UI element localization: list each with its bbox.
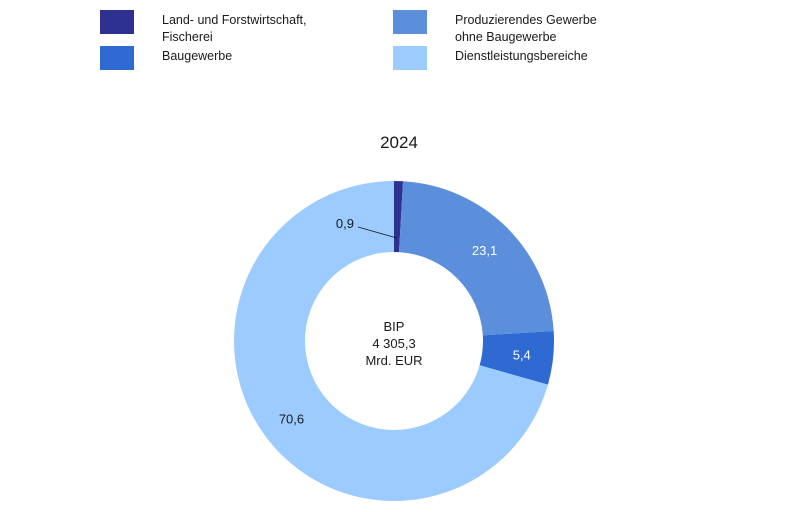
chart-title: 2024 [380, 133, 418, 152]
legend-label-land-forst: Land- und Forstwirtschaft, Fischerei [162, 13, 307, 44]
center-label-unit: Mrd. EUR [365, 353, 422, 368]
data-label-land-forst: 0,9 [336, 216, 354, 231]
slice-land-forst [394, 181, 404, 253]
chart-legend: Land- und Forstwirtschaft, Fischerei Pro… [0, 0, 799, 80]
legend-swatch-baugewerbe [100, 46, 134, 70]
legend-item-produzierendes-gewerbe: Produzierendes Gewerbe ohne Baugewerbe [393, 10, 597, 46]
legend-swatch-dienstleistungen [393, 46, 427, 70]
donut-slices [234, 181, 554, 501]
slice-baugewerbe [479, 330, 554, 385]
data-label-produzierendes-gewerbe: 23,1 [472, 243, 497, 258]
center-label-value: 4 305,3 [372, 336, 415, 351]
legend-swatch-land-forst [100, 10, 134, 34]
leader-line-land-forst [357, 226, 398, 239]
legend-swatch-produzierendes-gewerbe [393, 10, 427, 34]
legend-item-dienstleistungen: Dienstleistungsbereiche [393, 46, 588, 70]
legend-label-dienstleistungen: Dienstleistungsbereiche [455, 49, 588, 63]
center-label-bip: BIP [384, 319, 405, 334]
slice-produzierendes-gewerbe [399, 181, 554, 336]
legend-item-baugewerbe: Baugewerbe [100, 46, 232, 70]
legend-label-produzierendes-gewerbe: Produzierendes Gewerbe ohne Baugewerbe [455, 13, 597, 44]
donut-data-labels: 0,9 23,1 5,4 70,6 [279, 216, 531, 426]
legend-label-baugewerbe: Baugewerbe [162, 49, 233, 63]
data-label-dienstleistungen: 70,6 [279, 411, 304, 426]
data-label-baugewerbe: 5,4 [513, 348, 531, 363]
slice-dienstleistungen [234, 181, 548, 501]
legend-item-land-forst: Land- und Forstwirtschaft, Fischerei [100, 10, 307, 46]
